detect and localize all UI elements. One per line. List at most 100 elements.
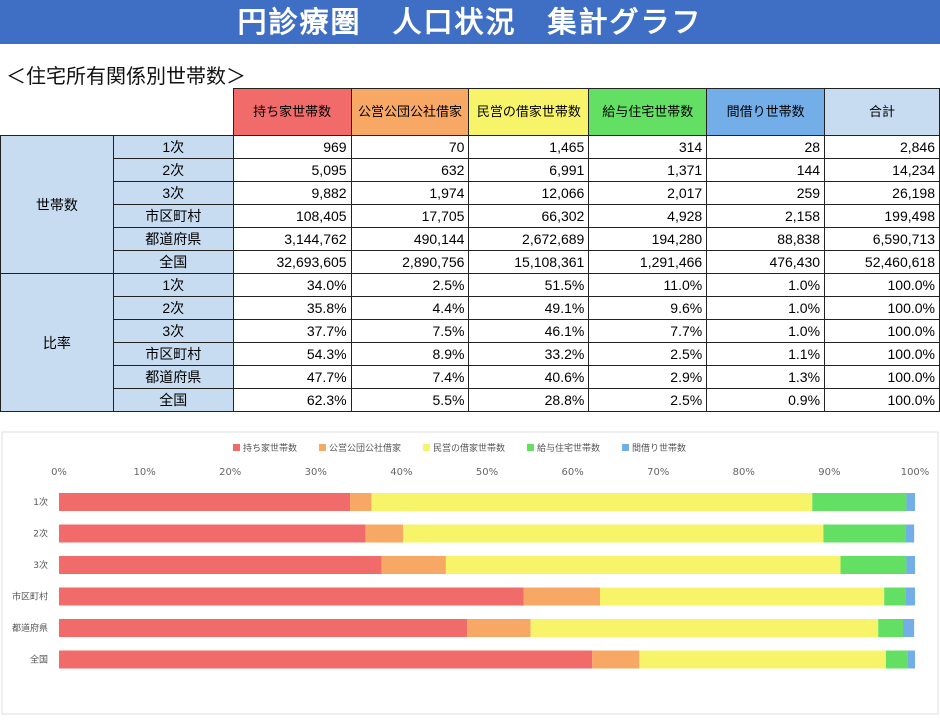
- table-cell: 47.7%: [232, 365, 352, 389]
- table-cell: 52,460,618: [824, 250, 940, 274]
- table-cell: 37.7%: [232, 319, 352, 343]
- legend-label: 持ち家世帯数: [243, 442, 297, 454]
- x-tick-label: 0%: [51, 467, 67, 478]
- bar-segment: [907, 650, 915, 669]
- table-cell: 259: [706, 181, 826, 205]
- bar-segment: [403, 524, 824, 543]
- row-label: 都道府県: [112, 365, 234, 389]
- table-cell: 490,144: [350, 227, 470, 251]
- row-label: 3次: [112, 319, 234, 343]
- table-cell: 9.6%: [588, 296, 708, 320]
- bar-segment: [59, 524, 366, 543]
- table-cell: 194,280: [588, 227, 708, 251]
- table-row: 都道府県 47.7% 7.4% 40.6% 2.9% 1.3% 100.0%: [1, 365, 940, 389]
- page-title: 円診療圏 人口状況 集計グラフ: [0, 0, 940, 44]
- bar-segment: [445, 556, 841, 574]
- table-cell: 54.3%: [232, 342, 352, 366]
- row-label: 全国: [112, 250, 234, 274]
- table-cell: 314: [588, 135, 708, 159]
- bar-segment: [885, 650, 908, 669]
- table-cell: 100.0%: [824, 273, 940, 297]
- y-tick-label: 1次: [33, 496, 48, 508]
- table-cell: 199,498: [824, 204, 940, 228]
- table-cell: 100.0%: [824, 342, 940, 366]
- table-cell: 28.8%: [468, 388, 590, 412]
- bar-segment: [59, 619, 468, 637]
- table-cell: 100.0%: [824, 365, 940, 389]
- bar-segment: [592, 650, 640, 669]
- bar-segment: [371, 493, 813, 511]
- table-cell: 49.1%: [468, 296, 590, 320]
- table-row: 3次 9,882 1,974 12,066 2,017 259 26,198: [1, 181, 940, 205]
- y-tick-label: 全国: [30, 654, 48, 666]
- table-cell: 5.5%: [350, 388, 470, 412]
- table-cell: 35.8%: [232, 296, 352, 320]
- table-cell: 51.5%: [468, 273, 590, 297]
- column-header: 合計: [824, 88, 940, 136]
- bar-segment: [823, 524, 906, 543]
- bar-segment: [906, 556, 915, 574]
- table-cell: 2,017: [588, 181, 708, 205]
- table-row: 都道府県 3,144,762 490,144 2,672,689 194,280 88,8…: [1, 227, 940, 251]
- x-tick-label: 80%: [733, 467, 755, 478]
- bar-segment: [840, 556, 907, 574]
- row-label: 1次: [112, 135, 234, 159]
- table-cell: 9,882: [232, 181, 352, 205]
- column-header: 間借り世帯数: [706, 88, 826, 136]
- table-cell: 33.2%: [468, 342, 590, 366]
- table-cell: 6,590,713: [824, 227, 940, 251]
- table-cell: 15,108,361: [468, 250, 590, 274]
- table-cell: 2,672,689: [468, 227, 590, 251]
- bar-segment: [381, 556, 446, 574]
- table-cell: 1.0%: [706, 296, 826, 320]
- bar-segment: [59, 650, 593, 669]
- legend-swatch: [527, 444, 534, 451]
- x-tick-label: 100%: [901, 467, 930, 478]
- table-cell: 144: [706, 158, 826, 182]
- x-tick-label: 90%: [818, 467, 840, 478]
- row-label: 都道府県: [112, 227, 234, 251]
- table-cell: 2.5%: [588, 388, 708, 412]
- legend-swatch: [423, 444, 430, 451]
- table-cell: 108,405: [232, 204, 352, 228]
- table-cell: 88,838: [706, 227, 826, 251]
- y-tick-label: 3次: [33, 559, 48, 571]
- x-tick-label: 40%: [390, 467, 412, 478]
- table-row: 市区町村 54.3% 8.9% 33.2% 2.5% 1.1% 100.0%: [1, 342, 940, 366]
- bar-segment: [530, 619, 879, 637]
- x-tick-label: 60%: [561, 467, 583, 478]
- table-cell: 1,291,466: [588, 250, 708, 274]
- table-cell: 1,974: [350, 181, 470, 205]
- table-cell: 2.9%: [588, 365, 708, 389]
- table-cell: 3,144,762: [232, 227, 352, 251]
- bar-segment: [905, 587, 915, 606]
- bar-segment: [884, 587, 906, 606]
- table-cell: 2,890,756: [350, 250, 470, 274]
- row-label: 3次: [112, 181, 234, 205]
- household-table: 持ち家世帯数 公営公団公社借家 民営の借家世帯数 給与住宅世帯数 間借り世帯数 合計 世帯数…: [0, 88, 940, 412]
- bar-segment: [639, 650, 886, 669]
- table-cell: 28: [706, 135, 826, 159]
- table-cell: 7.5%: [350, 319, 470, 343]
- table-row: 全国 32,693,605 2,890,756 15,108,361 1,291,466…: [1, 250, 940, 274]
- table-row: 3次 37.7% 7.5% 46.1% 7.7% 1.0% 100.0%: [1, 319, 940, 343]
- row-group-label: 世帯数: [0, 135, 114, 274]
- table-cell: 7.4%: [350, 365, 470, 389]
- chart-svg: 持ち家世帯数 公営公団公社借家 民営の借家世帯数 給与住宅世帯数 間借り世帯数 0% 10%…: [1, 431, 939, 715]
- row-label: 市区町村: [112, 342, 234, 366]
- table-cell: 14,234: [824, 158, 940, 182]
- x-tick-label: 70%: [647, 467, 669, 478]
- row-label: 市区町村: [112, 204, 234, 228]
- bar-segment: [812, 493, 907, 511]
- column-header: 持ち家世帯数: [232, 88, 352, 136]
- legend-label: 民営の借家世帯数: [433, 442, 505, 454]
- column-header: 民営の借家世帯数: [468, 88, 590, 136]
- x-tick-label: 20%: [219, 467, 241, 478]
- table-cell: 34.0%: [232, 273, 352, 297]
- x-tick-label: 50%: [476, 467, 498, 478]
- table-cell: 2.5%: [350, 273, 470, 297]
- table-row: 2次 5,095 632 6,991 1,371 144 14,234: [1, 158, 940, 182]
- table-cell: 40.6%: [468, 365, 590, 389]
- table-cell: 1.3%: [706, 365, 826, 389]
- table-cell: 2,158: [706, 204, 826, 228]
